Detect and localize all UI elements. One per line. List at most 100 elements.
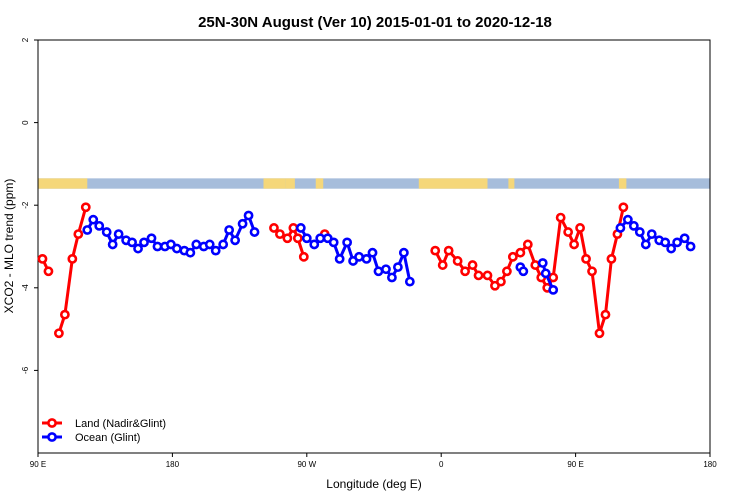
data-point: [295, 223, 306, 233]
y-axis-label: XCO2 - MLO trend (ppm): [2, 179, 16, 314]
data-point: [127, 237, 137, 248]
y-tick-label: 2: [21, 37, 30, 42]
data-point: [563, 227, 574, 237]
data-point: [292, 233, 303, 244]
data-point: [107, 239, 118, 250]
land-segment: [618, 178, 627, 189]
land-ocean-strip: [38, 178, 710, 189]
data-point: [496, 276, 506, 287]
y-tick-label: 0: [21, 120, 30, 125]
land-segment: [263, 178, 286, 189]
data-point: [581, 253, 591, 264]
data-point: [139, 237, 149, 248]
data-point: [269, 223, 279, 233]
data-point: [672, 237, 683, 248]
legend-label: Ocean (Glint): [75, 432, 140, 444]
data-point: [540, 268, 551, 279]
data-point: [342, 237, 353, 248]
data-point: [502, 266, 512, 277]
data-point: [518, 266, 529, 277]
data-point: [387, 272, 397, 283]
data-point: [587, 266, 597, 277]
data-point: [522, 239, 533, 250]
plot-frame: [37, 39, 711, 454]
data-point: [88, 214, 99, 225]
data-point: [548, 272, 559, 283]
data-point: [54, 328, 64, 339]
series-ocean: [82, 210, 696, 295]
data-point: [606, 253, 617, 264]
data-point: [113, 229, 124, 240]
land-segment: [418, 178, 488, 189]
data-point: [315, 233, 326, 244]
data-point: [373, 266, 384, 277]
legend-label: Land (Nadir&Glint): [75, 418, 166, 430]
data-point: [354, 251, 364, 262]
data-point: [600, 309, 611, 320]
y-tick-label: -4: [21, 284, 30, 292]
data-point: [210, 245, 221, 256]
data-point: [660, 237, 671, 248]
data-point: [288, 223, 299, 233]
data-point: [94, 220, 105, 231]
y-axis: 2 0 -2 -4 -6: [21, 37, 38, 374]
legend: Land (Nadir&Glint) Ocean (Glint): [42, 418, 166, 444]
data-point: [634, 227, 645, 237]
data-point: [152, 241, 163, 252]
data-point: [82, 225, 93, 235]
data-point: [328, 237, 339, 248]
data-point: [530, 260, 541, 270]
x-tick-label: 90 E: [567, 460, 583, 469]
x-tick-label: 180: [703, 460, 717, 469]
data-point: [437, 260, 448, 270]
x-axis: 90 E 180 90 W 0 90 E 180: [30, 453, 717, 469]
data-point: [555, 212, 566, 223]
data-point: [404, 276, 415, 287]
chart-title: 25N-30N August (Ver 10) 2015-01-01 to 20…: [198, 14, 552, 31]
data-point: [666, 243, 677, 254]
data-point: [628, 220, 639, 231]
data-point: [171, 243, 182, 254]
data-point: [309, 239, 320, 250]
legend-marker: [47, 432, 57, 442]
data-point: [185, 247, 196, 258]
data-point: [133, 243, 143, 254]
data-point: [575, 223, 585, 233]
data-point: [249, 227, 260, 237]
land-segment: [508, 178, 515, 189]
data-point: [685, 241, 696, 252]
data-point: [460, 266, 470, 277]
data-point: [594, 328, 605, 339]
y-tick-label: -6: [21, 366, 30, 374]
data-point: [679, 233, 690, 244]
y-tick-label: -2: [21, 201, 30, 209]
data-point: [467, 260, 478, 270]
ocean-strip: [38, 178, 710, 189]
data-point: [73, 229, 84, 240]
data-point: [59, 309, 70, 320]
data-point: [282, 233, 293, 244]
data-point: [243, 210, 254, 221]
legend-marker: [47, 418, 57, 428]
data-point: [275, 229, 285, 240]
data-point: [507, 251, 518, 262]
data-point: [67, 253, 78, 264]
x-axis-label: Longitude (deg E): [326, 477, 421, 491]
data-point: [482, 270, 493, 281]
data-point: [548, 284, 559, 295]
data-point: [43, 266, 54, 277]
data-point: [80, 202, 91, 213]
data-point: [430, 245, 441, 256]
data-point: [37, 253, 48, 264]
data-point: [204, 239, 215, 250]
data-point: [392, 262, 403, 273]
data-point: [537, 258, 548, 268]
land-segment: [38, 178, 88, 189]
data-point: [101, 227, 112, 237]
data-point: [334, 253, 345, 264]
data-point: [452, 256, 463, 266]
data-point: [381, 264, 391, 275]
data-point: [218, 239, 229, 250]
data-point: [237, 218, 248, 229]
